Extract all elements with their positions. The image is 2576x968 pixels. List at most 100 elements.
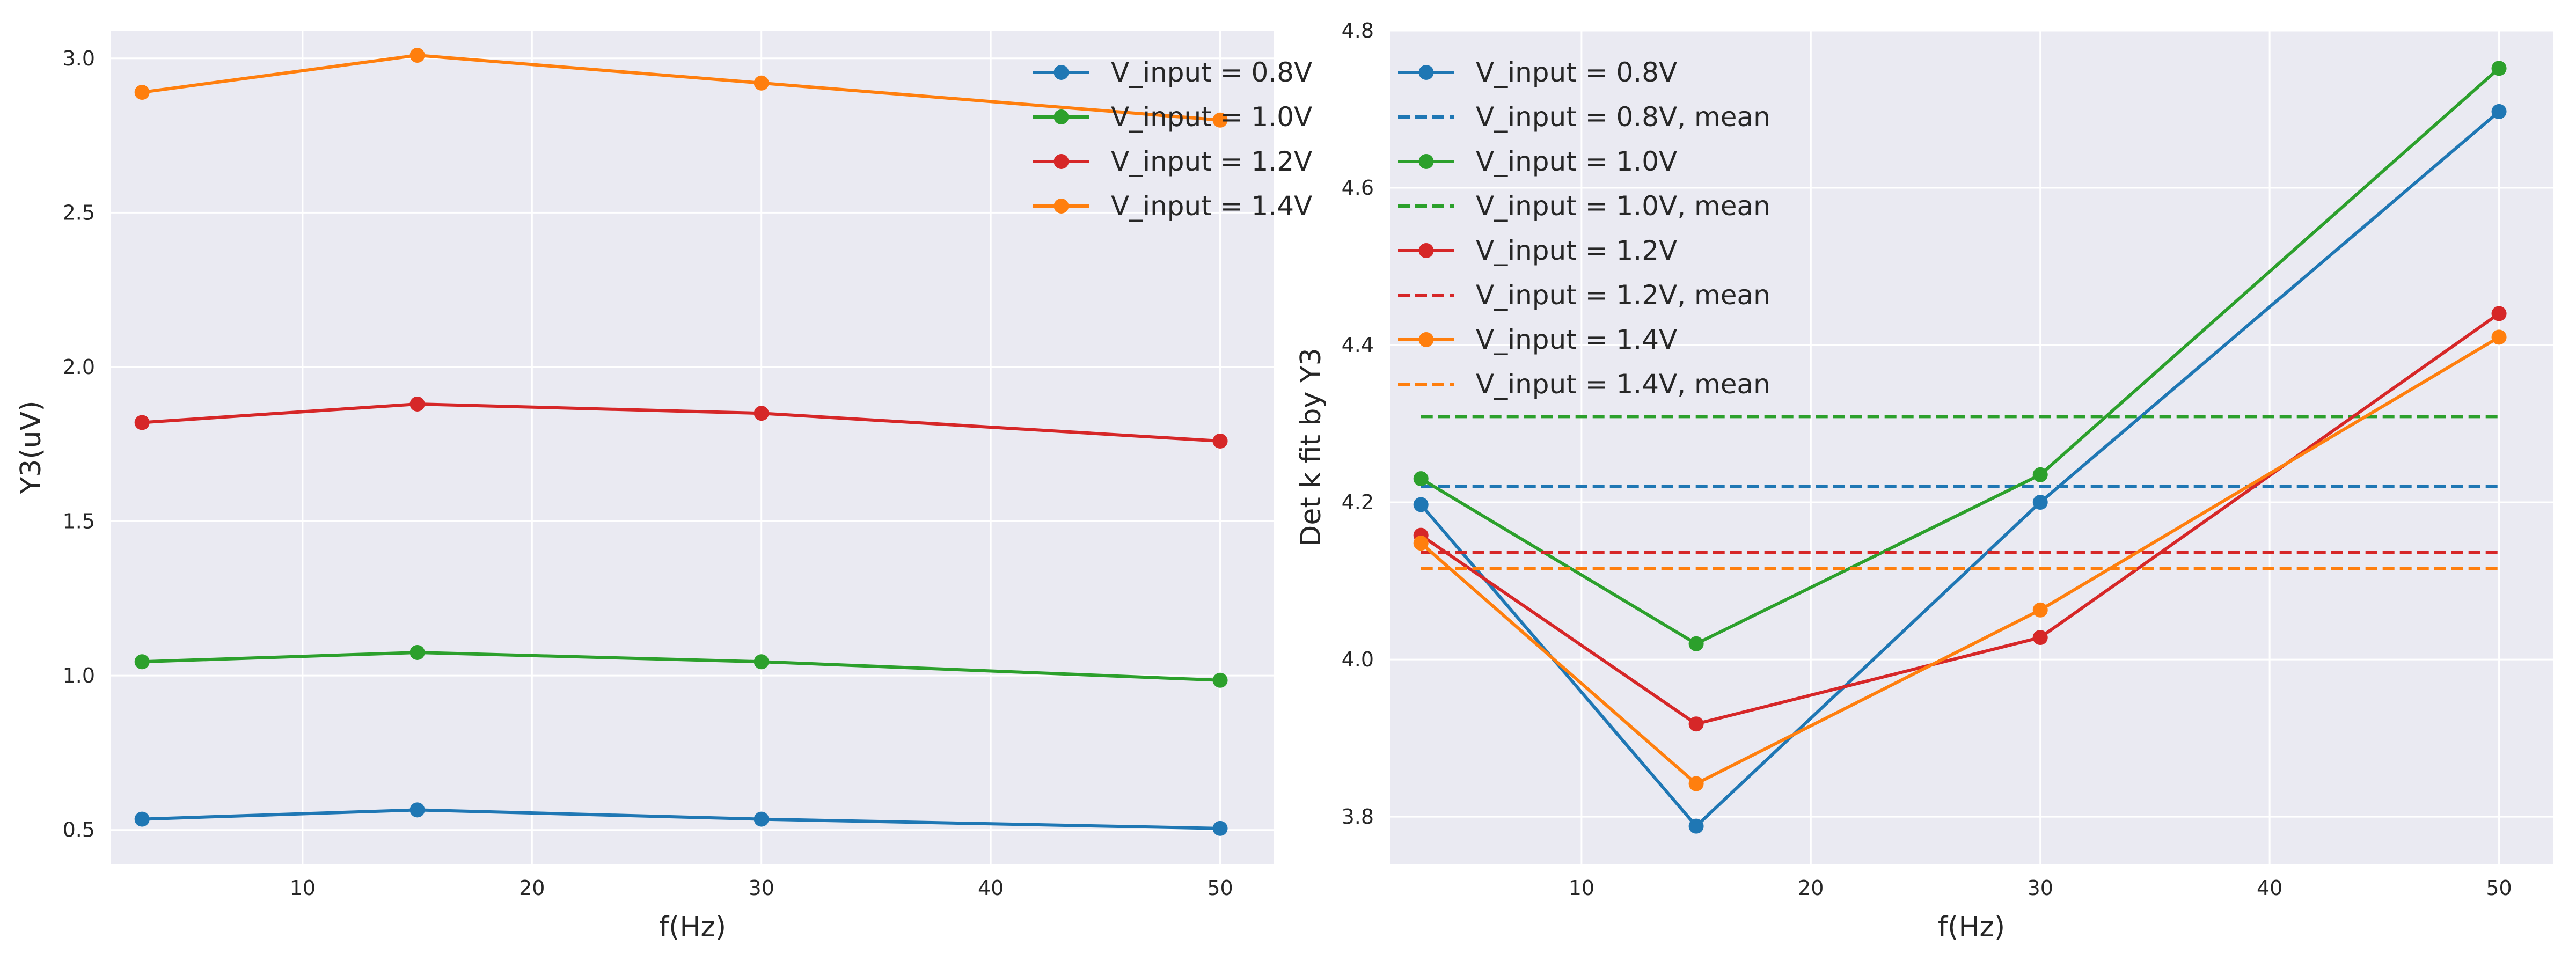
chart-1-legend-marker — [1053, 65, 1069, 80]
chart-2-x-axis-label: f(Hz) — [1938, 911, 2005, 943]
chart-1-data-point — [753, 811, 769, 827]
chart-2-data-point — [2032, 602, 2048, 618]
chart-2-data-point — [2491, 61, 2507, 76]
chart-2-legend-label: V_input = 1.2V, mean — [1476, 280, 1770, 311]
chart-2-data-point — [1688, 636, 1704, 651]
chart-2-series-line — [1420, 312, 2500, 726]
chart-1-data-point — [134, 415, 150, 430]
chart-2-legend-label: V_input = 1.0V, mean — [1476, 190, 1770, 222]
chart-1-series-v-input-1-4v — [134, 48, 1228, 128]
chart-2-legend-label: V_input = 1.4V, mean — [1476, 369, 1770, 400]
chart-1: 10 20 30 40 50 0.5 1.0 1.5 2.0 2.5 3.0 f(Hz) Y3(uV) V… — [15, 31, 1312, 943]
chart-2-legend-item: V_input = 1.2V — [1398, 235, 1677, 266]
chart-2-series-line — [1420, 67, 2500, 646]
chart-1-y-tick-label: 1.0 — [63, 664, 95, 687]
chart-2-x-tick-label: 20 — [1798, 876, 1824, 900]
chart-2-legend-item: V_input = 1.4V, mean — [1398, 369, 1770, 400]
chart-1-x-axis-label: f(Hz) — [659, 911, 726, 943]
chart-1-data-point — [409, 396, 425, 412]
chart-2-y-tick-label: 4.8 — [1342, 19, 1374, 42]
chart-2-legend-item: V_input = 0.8V — [1398, 57, 1677, 88]
chart-1-legend-item: V_input = 1.2V — [1033, 146, 1312, 177]
chart-2-legend-marker — [1418, 65, 1434, 80]
chart-1-y-tick-label: 1.5 — [63, 510, 95, 533]
chart-1-data-point — [134, 654, 150, 670]
chart-1-series-line — [142, 808, 1220, 830]
chart-2-legend-item: V_input = 1.0V, mean — [1398, 190, 1770, 222]
chart-2-data-point — [1688, 776, 1704, 791]
chart-2-y-tick-label: 4.4 — [1342, 333, 1374, 357]
chart-2-legend-marker — [1418, 243, 1434, 258]
chart-1-legend-label: V_input = 1.2V — [1111, 146, 1312, 177]
chart-2-data-point — [2491, 329, 2507, 345]
chart-1-data-point — [1212, 433, 1228, 449]
chart-1-legend-label: V_input = 0.8V — [1111, 57, 1312, 88]
chart-1-y-tick-label: 2.5 — [63, 201, 95, 224]
chart-1-data-point — [1212, 820, 1228, 836]
chart-2-x-tick-label: 50 — [2486, 876, 2512, 900]
chart-1-legend-marker — [1053, 199, 1069, 214]
chart-1-series-line — [142, 650, 1220, 682]
chart-2-data-point — [1413, 497, 1429, 512]
chart-1-legend: V_input = 0.8V V_input = 1.0V V_input = 1.… — [1033, 57, 1312, 222]
chart-1-x-tick-label: 20 — [519, 876, 545, 900]
chart-1-x-tick-label: 10 — [290, 876, 316, 900]
chart-2-data-point — [1413, 536, 1429, 551]
chart-1-y-tick-label: 0.5 — [63, 818, 95, 842]
chart-2-data-point — [1688, 716, 1704, 732]
chart-1-data-point — [134, 85, 150, 100]
chart-2-legend-item: V_input = 0.8V, mean — [1398, 101, 1770, 133]
chart-2-data-point — [2491, 306, 2507, 321]
chart-2-data-point — [1688, 818, 1704, 834]
chart-2-x-tick-label: 30 — [2028, 876, 2053, 900]
chart-1-legend-label: V_input = 1.4V — [1111, 190, 1312, 222]
chart-2-legend-label: V_input = 1.4V — [1476, 324, 1677, 355]
chart-2-legend-item: V_input = 1.4V — [1398, 324, 1677, 355]
chart-2-legend-marker — [1418, 154, 1434, 169]
chart-1-y-axis-label: Y3(uV) — [15, 401, 47, 495]
chart-2-x-tick-label: 10 — [1569, 876, 1594, 900]
chart-2-y-tick-label: 4.2 — [1342, 490, 1374, 514]
chart-1-data-point — [409, 802, 425, 818]
chart-2-y-axis-label: Det k fit by Y3 — [1295, 348, 1327, 546]
chart-2-data-point — [2032, 467, 2048, 482]
chart-1-data-point — [134, 811, 150, 827]
chart-1-legend-marker — [1053, 154, 1069, 169]
chart-1-legend-item: V_input = 0.8V — [1033, 57, 1312, 88]
chart-1-data-point — [1212, 112, 1228, 128]
chart-1-data-point — [753, 75, 769, 91]
chart-1-legend-label: V_input = 1.0V — [1111, 101, 1312, 133]
chart-1-series-line — [142, 54, 1220, 122]
chart-1-x-tick-label: 30 — [749, 876, 774, 900]
chart-1-legend-marker — [1053, 109, 1069, 124]
chart-1-y-tick-label: 3.0 — [63, 47, 95, 70]
chart-1-y-tick-label: 2.0 — [63, 355, 95, 379]
chart-2-legend-label: V_input = 1.0V — [1476, 146, 1677, 177]
chart-1-series-line — [142, 402, 1220, 443]
chart-2: 10 20 30 40 50 3.8 4.0 4.2 4.4 4.6 4.8 f(Hz) Det k f… — [1295, 19, 2553, 943]
chart-1-x-tick-label: 50 — [1207, 876, 1233, 900]
chart-1-data-point — [409, 644, 425, 660]
chart-2-data-point — [2491, 104, 2507, 119]
chart-1-legend-item: V_input = 1.4V — [1033, 190, 1312, 222]
chart-1-series-v-input-1-0v — [134, 644, 1228, 688]
chart-1-legend-item: V_input = 1.0V — [1033, 101, 1312, 133]
chart-1-series-v-input-1-2v — [134, 396, 1228, 449]
chart-1-plot-area — [111, 31, 1274, 864]
chart-2-data-point — [2032, 495, 2048, 510]
chart-1-data-point — [1212, 672, 1228, 688]
chart-2-series-line — [1419, 335, 2500, 786]
chart-2-legend-label: V_input = 1.2V — [1476, 235, 1677, 266]
chart-2-series-v-input-1-0v — [1413, 61, 2507, 651]
chart-2-y-tick-label: 4.0 — [1342, 648, 1374, 671]
chart-2-plot-area — [1390, 31, 2553, 864]
chart-2-legend-label: V_input = 0.8V, mean — [1476, 101, 1770, 133]
chart-2-series-v-input-1-4v — [1413, 329, 2507, 791]
chart-2-legend-item: V_input = 1.2V, mean — [1398, 280, 1770, 311]
chart-1-data-point — [753, 406, 769, 421]
chart-2-legend: V_input = 0.8V V_input = 0.8V, mean V_inpu… — [1398, 57, 1770, 400]
chart-1-data-point — [409, 48, 425, 63]
chart-1-data-point — [753, 654, 769, 670]
